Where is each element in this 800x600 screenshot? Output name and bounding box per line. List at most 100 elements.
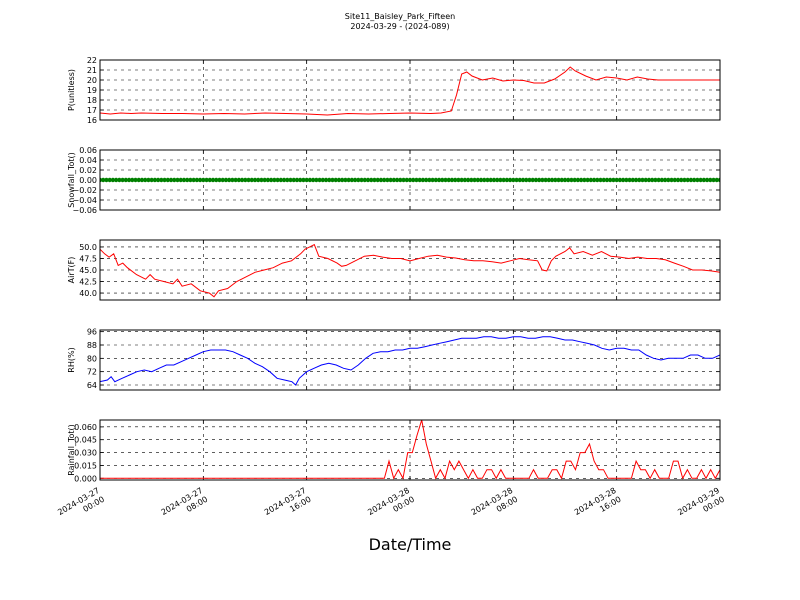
data-point bbox=[246, 177, 251, 183]
data-point bbox=[262, 177, 267, 183]
data-point bbox=[675, 177, 681, 183]
data-point bbox=[317, 177, 322, 183]
y-tick-label: 0.06 bbox=[79, 146, 97, 155]
x-axis-tick-labels: 2024-03-2700:00 2024-03-2708:00 2024-03-27… bbox=[56, 486, 726, 526]
data-point bbox=[691, 177, 697, 183]
data-point bbox=[107, 177, 112, 183]
data-point bbox=[352, 177, 358, 183]
data-point bbox=[637, 177, 642, 183]
x-tick-label: 2024-03-2700:00 bbox=[56, 486, 106, 526]
data-point bbox=[614, 177, 619, 183]
data-point bbox=[301, 177, 306, 183]
data-point bbox=[233, 177, 238, 183]
data-point bbox=[498, 177, 503, 183]
data-point bbox=[165, 177, 171, 183]
data-point bbox=[236, 177, 242, 183]
data-point bbox=[265, 177, 271, 183]
data-point bbox=[197, 177, 203, 183]
data-point bbox=[549, 177, 555, 183]
data-point bbox=[536, 177, 542, 183]
data-point bbox=[159, 177, 164, 183]
y-tick-label: −0.04 bbox=[72, 196, 97, 205]
y-tick-label: 19 bbox=[87, 86, 97, 95]
data-point bbox=[130, 177, 135, 183]
data-point bbox=[465, 177, 471, 183]
y-axis-label: RH(%) bbox=[67, 347, 76, 372]
data-point bbox=[585, 177, 590, 183]
data-point bbox=[381, 177, 387, 183]
data-point bbox=[123, 177, 129, 183]
data-point bbox=[504, 177, 510, 183]
data-point bbox=[214, 177, 219, 183]
chart-title: Site11_Baisley_Park_Fifteen bbox=[345, 12, 455, 21]
data-point bbox=[333, 177, 338, 183]
data-point bbox=[259, 177, 264, 183]
plot-frame bbox=[99, 59, 721, 121]
series-group bbox=[100, 66, 720, 116]
x-tick-label: 2024-03-2800:00 bbox=[366, 486, 416, 526]
data-point bbox=[375, 177, 380, 183]
data-point bbox=[239, 177, 245, 183]
data-point bbox=[485, 177, 490, 183]
data-point bbox=[569, 177, 574, 183]
data-point bbox=[711, 177, 716, 183]
data-point bbox=[268, 177, 274, 183]
y-tick-label: 42.5 bbox=[79, 278, 97, 287]
data-point bbox=[152, 177, 158, 183]
data-point bbox=[378, 177, 384, 183]
data-point bbox=[336, 177, 342, 183]
y-tick-label: 40.0 bbox=[79, 289, 97, 298]
data-point bbox=[281, 177, 287, 183]
data-point bbox=[714, 177, 719, 183]
data-point bbox=[608, 177, 613, 183]
y-tick-label: 80 bbox=[87, 354, 97, 363]
data-point bbox=[120, 177, 125, 183]
data-point bbox=[194, 177, 200, 183]
data-point bbox=[617, 177, 623, 183]
data-point bbox=[417, 177, 422, 183]
data-point bbox=[708, 177, 713, 183]
data-point bbox=[252, 177, 258, 183]
x-tick-label: 2024-03-2716:00 bbox=[263, 486, 313, 526]
data-point bbox=[184, 177, 190, 183]
data-point bbox=[591, 177, 597, 183]
panel-2: −0.06−0.04−0.020.000.020.040.06Snowfall_… bbox=[67, 146, 721, 215]
data-point bbox=[272, 177, 277, 183]
data-point bbox=[514, 177, 519, 183]
data-point bbox=[346, 177, 351, 183]
data-point bbox=[172, 177, 177, 183]
data-point bbox=[201, 177, 206, 183]
data-point bbox=[640, 177, 645, 183]
data-point bbox=[595, 177, 600, 183]
y-tick-label: −0.06 bbox=[72, 206, 97, 215]
series-group bbox=[100, 177, 720, 183]
chart-subtitle: 2024-03-29 - (2024-089) bbox=[350, 22, 449, 31]
data-point bbox=[307, 177, 313, 183]
data-point bbox=[398, 177, 403, 183]
data-point bbox=[685, 177, 690, 183]
data-point bbox=[672, 177, 677, 183]
data-point bbox=[598, 177, 603, 183]
data-point bbox=[578, 177, 584, 183]
data-point bbox=[546, 177, 552, 183]
data-point bbox=[688, 177, 694, 183]
series-line bbox=[100, 66, 720, 116]
y-axis-label: Snowfall_Tot() bbox=[67, 152, 76, 208]
data-point bbox=[110, 177, 116, 183]
y-tick-label: 0.04 bbox=[79, 156, 97, 165]
data-point bbox=[449, 177, 455, 183]
data-point bbox=[369, 177, 374, 183]
data-point bbox=[372, 177, 377, 183]
x-tick-label: 2024-03-2816:00 bbox=[573, 486, 623, 526]
data-point bbox=[524, 177, 529, 183]
data-point bbox=[204, 177, 209, 183]
data-point bbox=[343, 177, 348, 183]
y-tick-label: 64 bbox=[87, 381, 97, 390]
data-point bbox=[220, 177, 225, 183]
y-tick-label: 0.00 bbox=[79, 176, 97, 185]
data-point bbox=[553, 177, 558, 183]
data-point bbox=[414, 177, 419, 183]
data-point bbox=[285, 177, 290, 183]
